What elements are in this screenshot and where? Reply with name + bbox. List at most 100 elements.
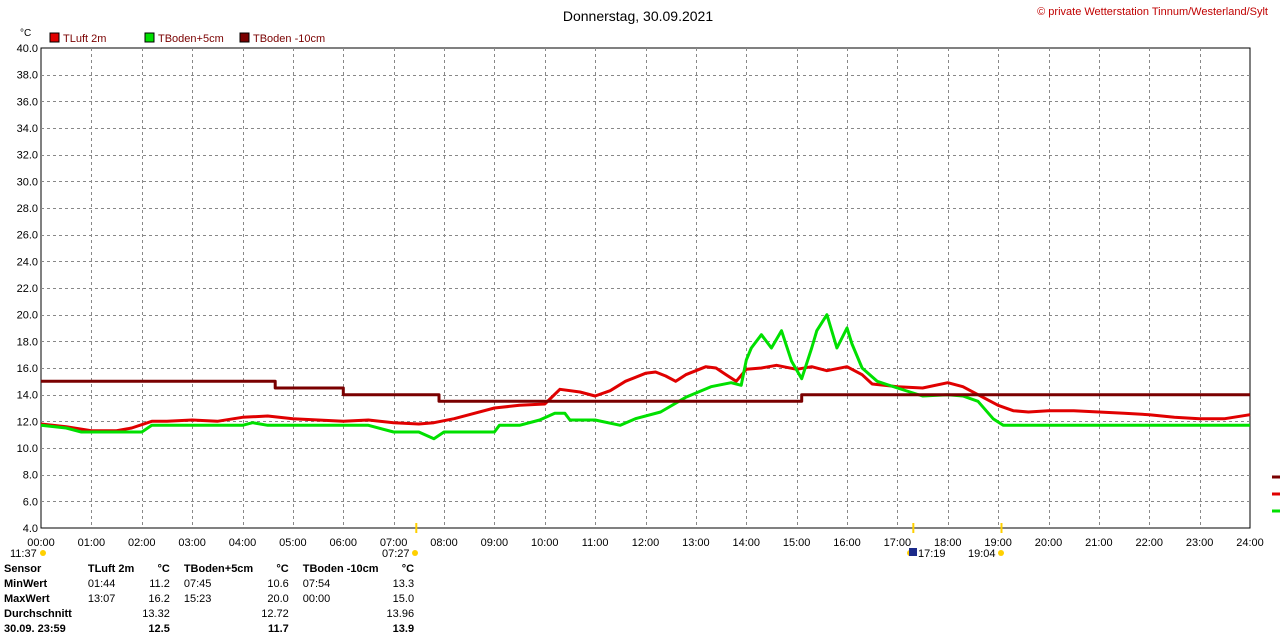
x-tick-label: 16:00 — [833, 537, 861, 549]
stats-header-series-2: TBoden+5cm — [183, 562, 254, 575]
x-tick-label: 10:00 — [531, 537, 559, 549]
marker-time-sunrise: 07:27 — [382, 548, 410, 560]
y-tick-label: 26.0 — [17, 230, 38, 242]
stats-value: 13.96 — [386, 607, 415, 620]
stats-time — [293, 606, 383, 621]
sun-icon — [40, 550, 46, 556]
y-tick-label: 32.0 — [17, 150, 38, 162]
stats-time — [76, 606, 138, 621]
stats-header-unit-1: °C — [157, 562, 170, 575]
statistics-table: Sensor TLuft 2m °C TBoden+5cm °C TBoden … — [0, 561, 418, 636]
legend-swatch — [239, 32, 250, 43]
x-tick-label: 23:00 — [1186, 537, 1214, 549]
legend-label: TLuft 2m — [63, 33, 106, 45]
chart-source: © private Wetterstation Tinnum/Westerlan… — [1037, 6, 1268, 18]
y-tick-label: 36.0 — [17, 96, 38, 108]
y-tick-label: 28.0 — [17, 203, 38, 215]
y-tick-label: 8.0 — [23, 470, 38, 482]
marker-time-moon: 17:19 — [918, 548, 946, 560]
x-tick-label: 18:00 — [934, 537, 962, 549]
chart-title: Donnerstag, 30.09.2021 — [563, 8, 713, 24]
stats-time — [174, 621, 257, 636]
legend-swatch — [49, 32, 60, 43]
stats-value: 20.0 — [267, 592, 289, 605]
stats-time: 15:23 — [183, 592, 212, 605]
marker-time-sunset: 19:04 — [968, 548, 996, 560]
y-tick-label: 12.0 — [17, 416, 38, 428]
stats-row: MinWert 01:44 11.2 07:45 10.6 07:54 13.3 — [0, 576, 418, 591]
stats-row-label: Durchschnitt — [4, 607, 72, 620]
y-tick-label: 14.0 — [17, 390, 38, 402]
stats-time: 00:00 — [302, 592, 331, 605]
stats-value: 13.3 — [392, 577, 415, 590]
legend-swatch — [144, 32, 155, 43]
stats-time — [174, 606, 257, 621]
x-tick-label: 05:00 — [279, 537, 307, 549]
x-tick-label: 20:00 — [1035, 537, 1063, 549]
series-line-3 — [41, 379, 1250, 403]
stats-header-sensor: Sensor — [4, 562, 42, 575]
y-tick-label: 38.0 — [17, 70, 38, 82]
y-tick-label: 16.0 — [17, 363, 38, 375]
y-tick-label: 40.0 — [17, 43, 38, 55]
x-tick-label: 21:00 — [1085, 537, 1113, 549]
x-tick-label: 14:00 — [732, 537, 760, 549]
x-tick-label: 19:00 — [984, 537, 1012, 549]
marker-time-sun: 11:37 — [10, 548, 37, 560]
y-tick-label: 18.0 — [17, 336, 38, 348]
x-tick-label: 06:00 — [329, 537, 357, 549]
x-tick-label: 17:00 — [884, 537, 912, 549]
y-tick-label: 20.0 — [17, 310, 38, 322]
x-tick-label: 24:00 — [1236, 537, 1264, 549]
stats-time: 07:54 — [302, 577, 331, 590]
temperature-chart: 4.0 6.0 8.0 10.0 12.0 14.0 16.0 18.0 20.0 22.0 24.… — [10, 6, 1280, 560]
stats-time: 07:45 — [183, 577, 212, 590]
stats-value: 11.2 — [149, 577, 170, 590]
stats-row-label: MaxWert — [4, 592, 50, 605]
y-tick-label: 4.0 — [23, 523, 38, 535]
stats-row-label: 30.09. 23:59 — [4, 622, 66, 635]
stats-time: 13:07 — [87, 592, 116, 605]
y-unit-label: °C — [20, 28, 31, 39]
series-line-2 — [40, 313, 1250, 441]
stats-row: 30.09. 23:59 12.5 11.7 13.9 — [0, 621, 418, 636]
x-tick-label: 01:00 — [78, 537, 106, 549]
stats-header-series-1: TLuft 2m — [87, 562, 135, 575]
x-tick-label: 13:00 — [682, 537, 710, 549]
x-tick-label: 12:00 — [632, 537, 660, 549]
stats-time: 01:44 — [87, 577, 116, 590]
legend-label: TBoden+5cm — [158, 33, 224, 45]
stats-row-label: MinWert — [4, 577, 48, 590]
stats-header-unit-3: °C — [401, 562, 415, 575]
x-tick-label: 07:00 — [380, 537, 408, 549]
y-tick-label: 22.0 — [17, 283, 38, 295]
sunset-icon — [998, 550, 1004, 556]
y-tick-label: 24.0 — [17, 256, 38, 268]
stats-row: MaxWert 13:07 16.2 15:23 20.0 00:00 15.0 — [0, 591, 418, 606]
x-tick-label: 02:00 — [128, 537, 156, 549]
stats-value: 13.9 — [392, 622, 415, 635]
stats-header-row: Sensor TLuft 2m °C TBoden+5cm °C TBoden … — [0, 561, 418, 576]
x-tick-label: 03:00 — [178, 537, 206, 549]
stats-value: 10.6 — [267, 577, 289, 590]
x-tick-label: 08:00 — [430, 537, 458, 549]
legend-label: TBoden -10cm — [253, 33, 325, 45]
stats-value: 13.32 — [142, 607, 170, 620]
series-line-1 — [40, 363, 1251, 433]
x-tick-label: 04:00 — [229, 537, 257, 549]
stats-time — [293, 621, 383, 636]
stats-value: 16.2 — [148, 592, 170, 605]
stats-row: Durchschnitt 13.32 12.72 13.96 — [0, 606, 418, 621]
x-tick-label: 15:00 — [783, 537, 811, 549]
stats-value: 15.0 — [392, 592, 415, 605]
x-tick-label: 00:00 — [27, 537, 55, 549]
stats-value: 12.72 — [261, 607, 289, 620]
x-tick-label: 09:00 — [481, 537, 509, 549]
stats-value: 12.5 — [148, 622, 170, 635]
y-tick-label: 30.0 — [17, 176, 38, 188]
x-tick-label: 11:00 — [582, 537, 609, 549]
y-tick-label: 10.0 — [17, 443, 38, 455]
y-tick-label: 6.0 — [23, 496, 38, 508]
sunrise-icon — [412, 550, 418, 556]
y-tick-label: 34.0 — [17, 123, 38, 135]
